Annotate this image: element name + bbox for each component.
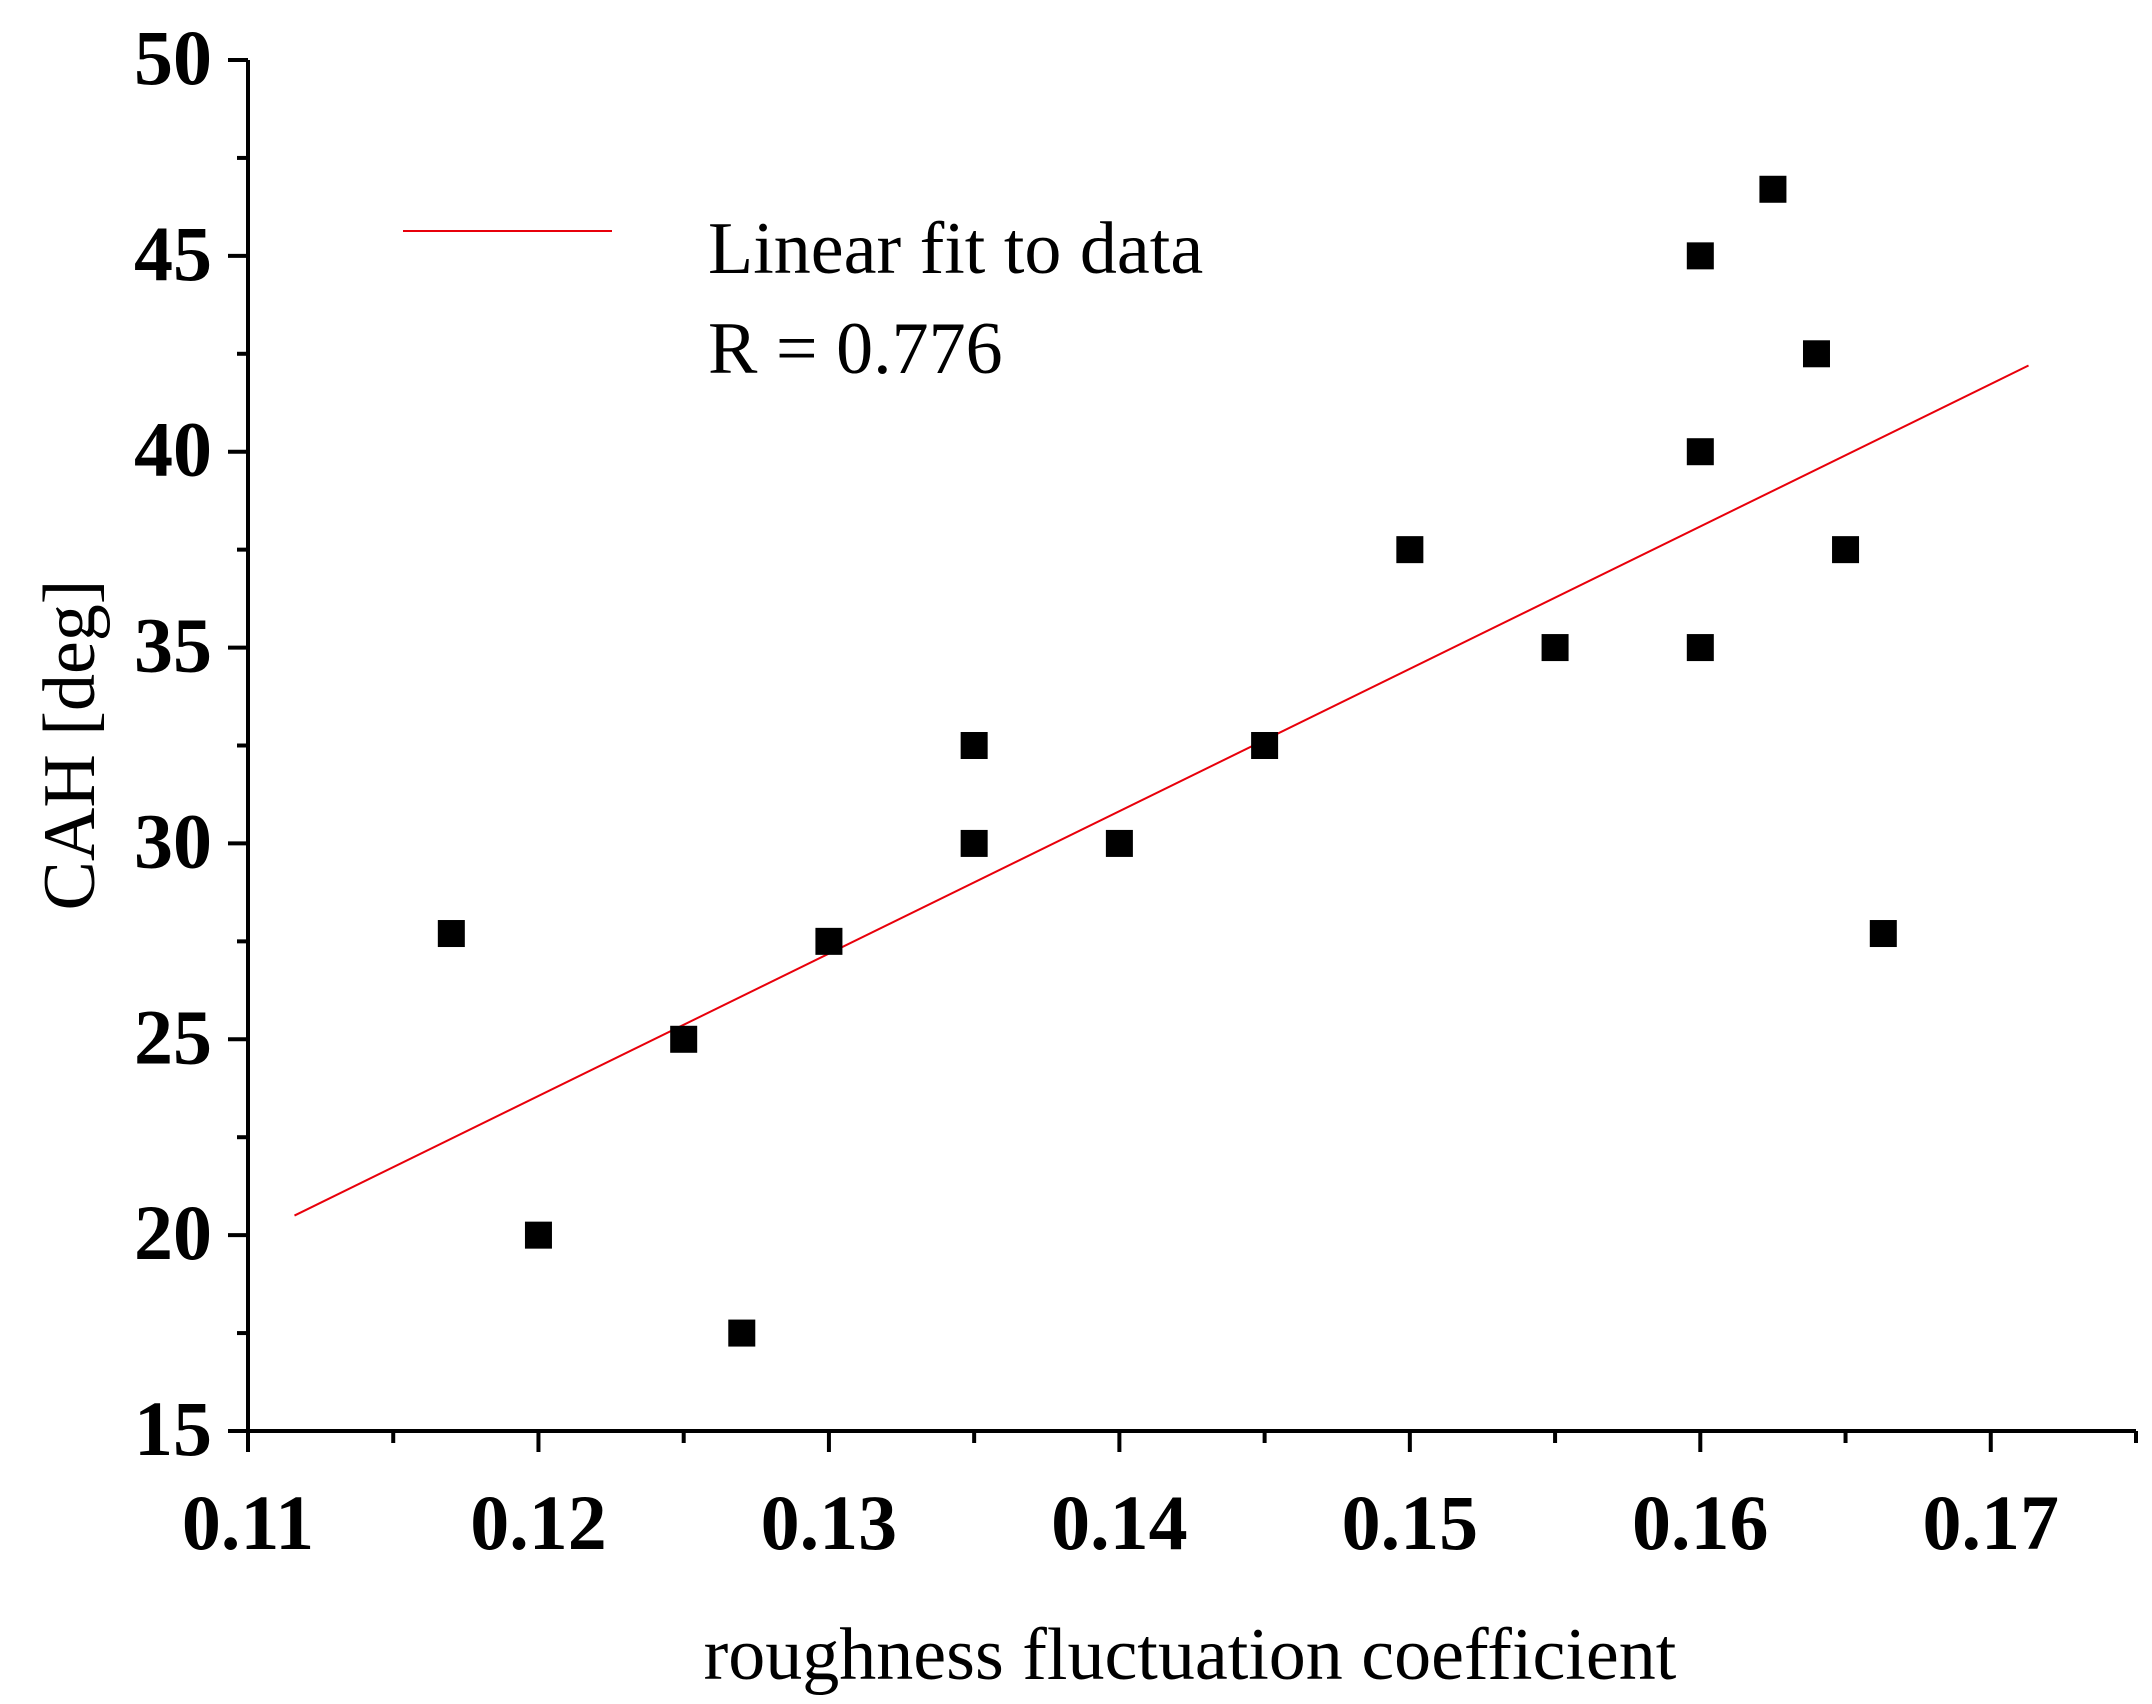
tick-labels: 15 20 25 30 35 40 45 50 0.11 0.12 0.13 0.14 0.15 0.16…: [134, 14, 2059, 1566]
x-tick-label: 0.11: [182, 1479, 314, 1566]
data-point: [728, 1319, 756, 1347]
x-tick-label: 0.13: [761, 1479, 898, 1566]
data-point: [960, 829, 988, 857]
y-tick-label: 35: [134, 602, 212, 689]
data-point: [960, 732, 988, 759]
x-tick-label: 0.12: [470, 1479, 607, 1566]
data-point: [1105, 829, 1133, 857]
legend-annotation: R = 0.776: [708, 308, 1003, 390]
data-point: [524, 1221, 552, 1249]
x-tick-label: 0.17: [1923, 1479, 2060, 1566]
y-tick-label: 50: [134, 14, 212, 101]
data-point: [1541, 634, 1569, 662]
x-tick-label: 0.14: [1051, 1479, 1188, 1566]
ticks: [228, 58, 2138, 1452]
data-point: [1802, 340, 1830, 368]
y-axis-title: CAH [deg]: [29, 580, 111, 911]
y-tick-label: 40: [134, 406, 212, 493]
legend: Linear fit to data R = 0.776: [403, 208, 1203, 390]
y-tick-label: 20: [134, 1189, 212, 1276]
data-point: [1396, 536, 1424, 564]
data-point: [437, 920, 465, 948]
x-tick-label: 0.16: [1632, 1479, 1769, 1566]
y-tick-label: 30: [134, 797, 212, 884]
y-tick-label: 25: [134, 993, 212, 1080]
data-point: [1251, 732, 1279, 759]
data-point: [1686, 634, 1714, 662]
data-point: [815, 927, 843, 955]
fit-layer: [294, 364, 2029, 1217]
data-point: [1759, 175, 1787, 203]
data-point: [1686, 242, 1714, 270]
data-point: [1869, 920, 1897, 948]
data-point: [1686, 438, 1714, 466]
data-point: [670, 1025, 698, 1053]
legend-label: Linear fit to data: [708, 208, 1203, 290]
y-tick-label: 15: [134, 1385, 212, 1472]
linear-fit-line: [294, 364, 2029, 1217]
data-point: [1832, 536, 1860, 564]
data-points: [437, 175, 1897, 1347]
x-axis-title: roughness fluctuation coefficient: [704, 1614, 1677, 1696]
y-tick-label: 45: [134, 210, 212, 297]
x-tick-label: 0.15: [1342, 1479, 1479, 1566]
